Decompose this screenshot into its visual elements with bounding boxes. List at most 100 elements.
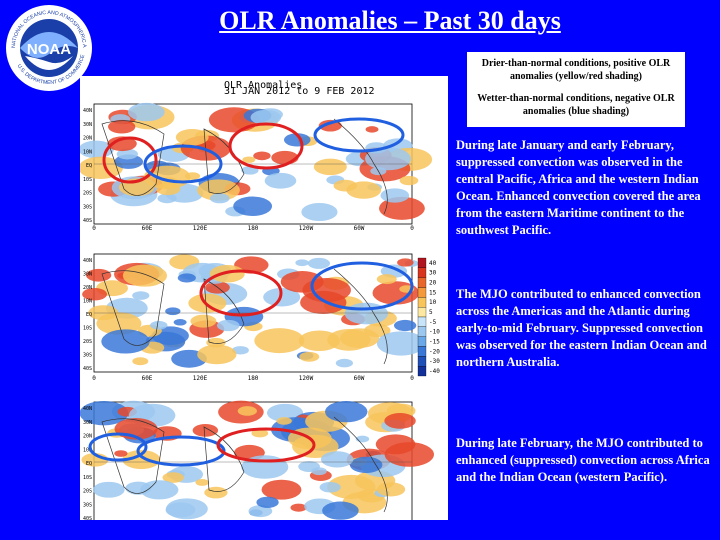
continent-outline xyxy=(203,128,245,194)
legend-box: Drier-than-normal conditions, positive O… xyxy=(467,52,685,127)
enhanced-region-ellipse xyxy=(88,432,148,462)
colorbar-segment xyxy=(417,336,427,347)
anomaly-blob xyxy=(380,188,410,203)
colorbar-segment xyxy=(417,316,427,327)
anomaly-blob xyxy=(132,291,150,300)
anomaly-blob xyxy=(162,472,184,483)
anomaly-blob xyxy=(384,413,416,429)
anomaly-blob xyxy=(322,501,359,520)
anomaly-blob xyxy=(177,273,196,283)
anomaly-blob xyxy=(85,268,112,282)
anomaly-blob xyxy=(82,287,108,301)
lon-label: 120W xyxy=(299,225,314,232)
anomaly-blob xyxy=(122,264,168,287)
colorbar-label: -5 xyxy=(429,319,437,326)
colorbar-label: 5 xyxy=(429,309,433,316)
anomaly-blob xyxy=(301,202,338,222)
anomaly-blob xyxy=(298,330,340,352)
suppressed-region-ellipse xyxy=(102,136,158,184)
anomaly-blob xyxy=(107,136,137,152)
paragraph-1: During late January and early February, … xyxy=(456,138,701,237)
colorbar-segment xyxy=(417,277,427,288)
anomaly-blob xyxy=(253,151,271,161)
colorbar-segment xyxy=(417,307,427,318)
anomaly-blob xyxy=(393,319,417,332)
colorbar-segment xyxy=(417,366,427,377)
lat-label: 30N xyxy=(83,272,92,278)
suppressed-region-ellipse xyxy=(216,427,316,463)
anomaly-blob xyxy=(311,467,327,476)
enhanced-region-ellipse xyxy=(313,117,405,153)
anomaly-blob xyxy=(365,126,379,133)
legend-negative: Wetter-than-normal conditions, negative … xyxy=(477,93,675,117)
anomaly-blob xyxy=(307,257,331,269)
anomaly-blob xyxy=(264,172,297,189)
colorbar-segment xyxy=(417,326,427,337)
anomaly-blob xyxy=(327,474,376,499)
anomaly-blob xyxy=(78,156,124,180)
anomaly-blob xyxy=(242,156,256,163)
olr-map-panel: OLR Anomalies 31 JAN 2012 to 9 FEB 2012 40… xyxy=(78,76,448,523)
enhanced-region-ellipse xyxy=(136,435,226,467)
colorbar-label: -15 xyxy=(429,339,440,346)
anomaly-blob xyxy=(209,193,230,204)
anomaly-blob xyxy=(376,274,397,285)
lon-label: 60W xyxy=(354,375,365,382)
anomaly-blob xyxy=(101,329,150,354)
lat-label: 40N xyxy=(83,258,92,264)
colorbar-label: 30 xyxy=(429,270,437,277)
anomaly-blob xyxy=(173,319,187,326)
anomaly-blob xyxy=(92,481,125,498)
lat-label: 10S xyxy=(83,177,92,183)
lat-label: 20N xyxy=(83,434,92,440)
lat-label: 20S xyxy=(83,191,92,197)
lat-label: EQ xyxy=(86,461,92,467)
anomaly-blob xyxy=(157,193,177,204)
colorbar-segment xyxy=(417,267,427,278)
noaa-logo-text: NOAA xyxy=(27,41,71,58)
anomaly-blob xyxy=(216,319,240,332)
lon-label: 0 xyxy=(410,375,414,382)
lon-label: 0 xyxy=(92,375,96,382)
anomaly-blob xyxy=(234,256,269,274)
anomaly-blob xyxy=(376,331,426,356)
colorbar-label: -10 xyxy=(429,329,440,336)
anomaly-blob xyxy=(248,505,273,518)
continent-outline xyxy=(203,278,245,344)
anomaly-blob xyxy=(204,486,228,499)
anomaly-blob xyxy=(276,417,292,425)
anomaly-blob xyxy=(116,148,139,160)
anomaly-blob xyxy=(206,337,226,348)
colorbar-label: -30 xyxy=(429,358,440,365)
lat-label: 30N xyxy=(83,420,92,426)
colorbar-segment xyxy=(417,287,427,298)
anomaly-blob xyxy=(132,357,149,366)
continent-outline xyxy=(101,270,165,346)
colorbar-label: 40 xyxy=(429,260,437,267)
colorbar-segment xyxy=(417,297,427,308)
lat-label: EQ xyxy=(86,312,92,318)
anomaly-blob xyxy=(313,158,347,176)
legend-positive: Drier-than-normal conditions, positive O… xyxy=(481,58,671,82)
anomaly-blob xyxy=(197,344,237,365)
anomaly-blob xyxy=(127,102,165,122)
lon-label: 120W xyxy=(299,375,314,382)
anomaly-blob xyxy=(195,479,210,486)
lat-label: 40N xyxy=(83,108,92,114)
anomaly-blob xyxy=(319,481,341,493)
paragraph-2: The MJO contributed to enhanced convecti… xyxy=(456,287,707,369)
lon-label: 0 xyxy=(410,225,414,232)
colorbar-label: 20 xyxy=(429,280,437,287)
paragraph-3: During late February, the MJO contribute… xyxy=(456,436,710,484)
anomaly-blob xyxy=(295,259,309,267)
lon-label: 180 xyxy=(248,225,259,232)
lon-label: 0 xyxy=(92,225,96,232)
lon-label: 60E xyxy=(142,225,153,232)
noaa-logo: NOAA NATIONAL OCEANIC AND ATMOSPHERIC AD… xyxy=(5,4,92,91)
anomaly-blob xyxy=(325,401,368,423)
anomaly-blob xyxy=(302,277,351,303)
colorbar-label: 15 xyxy=(429,289,437,296)
lat-label: 40S xyxy=(83,218,92,224)
lat-label: 30S xyxy=(83,204,92,210)
